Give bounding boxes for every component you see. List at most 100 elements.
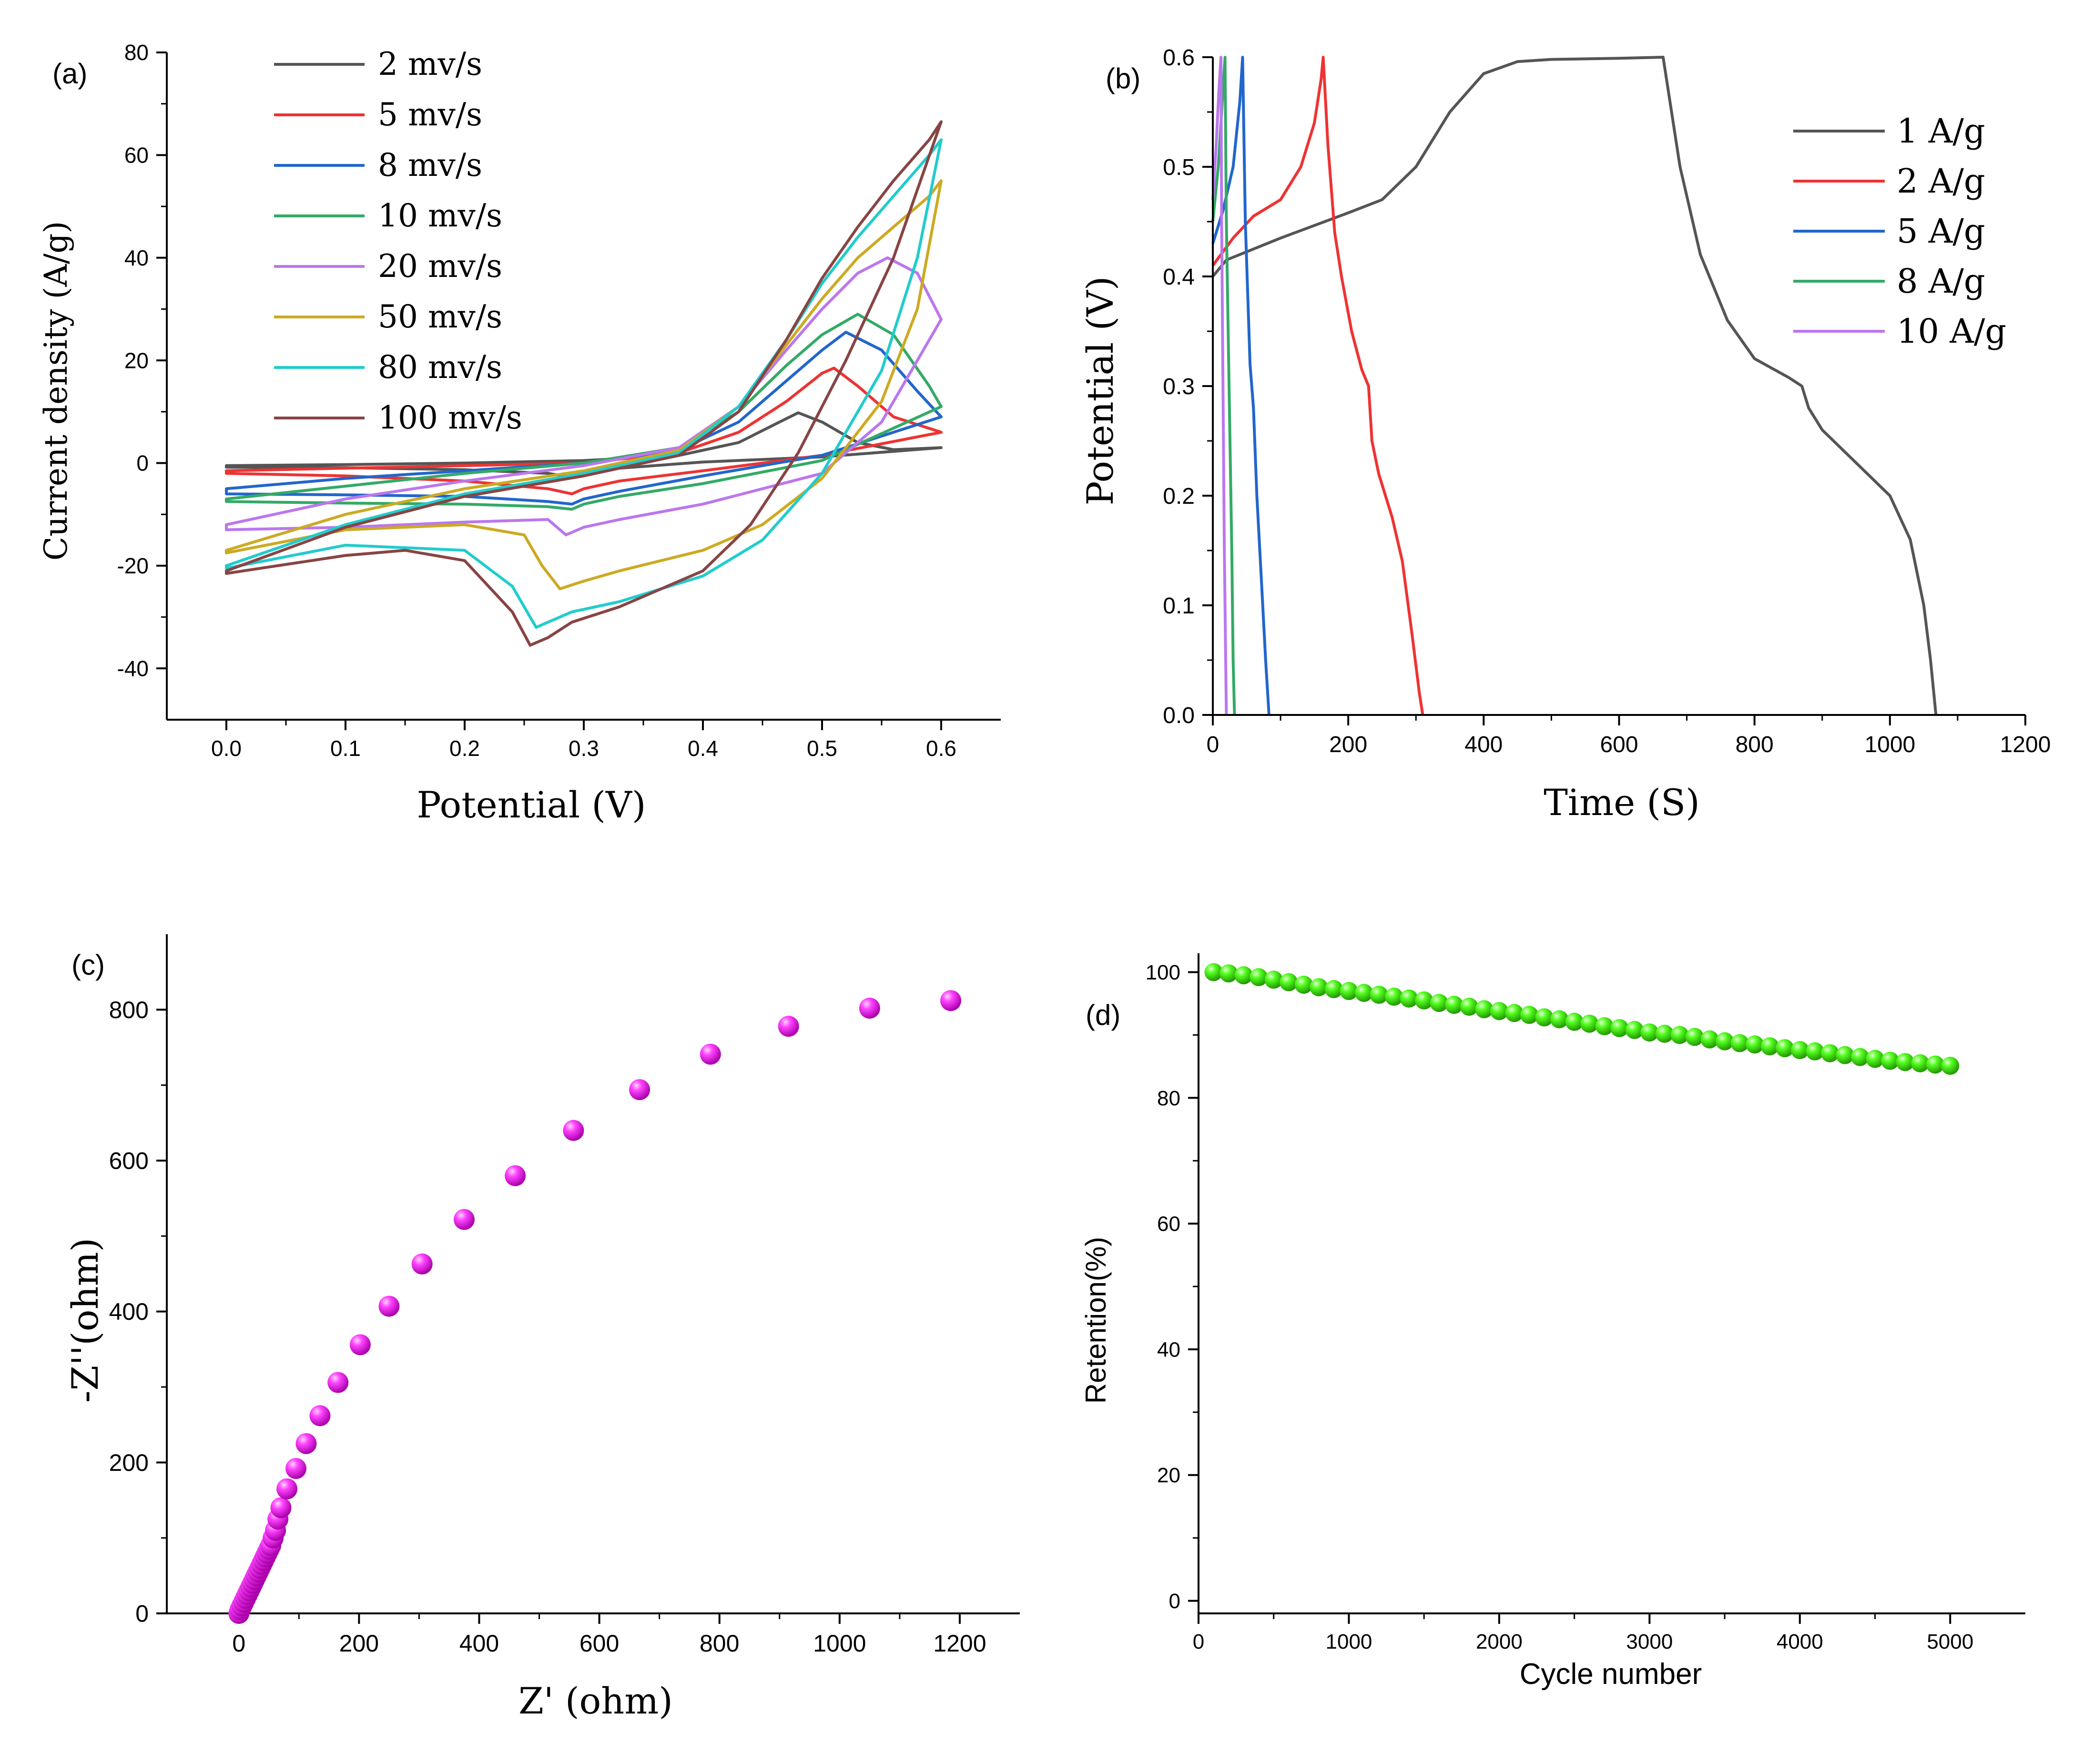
- panel-a-y-axis-label: Current density (A/g): [38, 221, 74, 561]
- x-tick-label: 200: [339, 1630, 379, 1657]
- nyquist-point: [629, 1079, 650, 1101]
- nyquist-point: [453, 1209, 475, 1230]
- retention-point: [1250, 968, 1268, 987]
- x-tick-label: 0: [1193, 1630, 1204, 1653]
- retention-point: [1941, 1057, 1960, 1075]
- panel-d-y-axis-label: Retention(%): [1080, 1237, 1112, 1404]
- nyquist-point: [295, 1433, 317, 1454]
- x-tick-label: 5000: [1927, 1630, 1973, 1653]
- retention-point: [1475, 1000, 1494, 1019]
- y-tick-label: 0.3: [1163, 374, 1195, 399]
- x-tick-label: 600: [579, 1630, 619, 1657]
- retention-point: [1565, 1012, 1584, 1031]
- panel-b-x-axis-label: Time (S): [1544, 781, 1700, 824]
- legend-entry: 10 mv/s: [378, 197, 502, 234]
- x-tick-label: 0.3: [569, 736, 599, 761]
- retention-point: [1851, 1048, 1869, 1066]
- retention-point: [1700, 1030, 1719, 1049]
- panel-c-nyquist-plot: (c) 0 200 400 600 800 1000 1200 0 200 400 600 800 Z…: [64, 934, 1020, 1722]
- retention-point: [1911, 1054, 1930, 1072]
- panel-a-legend: 2 mv/s 5 mv/s 8 mv/s 10 mv/s 20 mv/s 50 mv/s 8…: [274, 46, 522, 436]
- panel-c-label: (c): [71, 949, 105, 981]
- y-tick-label: 0: [136, 451, 149, 476]
- retention-point: [1655, 1024, 1674, 1043]
- x-tick-label: 0: [1207, 732, 1219, 757]
- x-tick-label: 0: [232, 1630, 245, 1657]
- y-tick-label: 200: [109, 1449, 149, 1476]
- y-tick-label: 0.2: [1163, 484, 1195, 509]
- nyquist-point: [411, 1253, 433, 1275]
- retention-point: [1310, 978, 1328, 997]
- y-tick-label: 0: [135, 1601, 149, 1627]
- nyquist-point: [327, 1372, 349, 1393]
- x-tick-label: 1000: [1864, 732, 1915, 757]
- y-tick-label: 0.0: [1163, 703, 1195, 728]
- legend-entry: 1 A/g: [1897, 112, 1985, 151]
- x-tick-label: 600: [1600, 732, 1638, 757]
- legend-entry: 5 A/g: [1897, 212, 1985, 251]
- retention-point: [1204, 963, 1223, 981]
- panel-b-axes: 0 200 400 600 800 1000 1200 0.0 0.1 0.2 0.3 0.4 0.5 0…: [1163, 45, 2051, 757]
- panel-a-axes: 0.0 0.1 0.2 0.3 0.4 0.5 0.6 -40 -20 0 20 40 60 80: [117, 40, 1001, 761]
- legend-entry: 50 mv/s: [378, 298, 502, 335]
- x-tick-label: 2000: [1476, 1630, 1523, 1653]
- retention-point: [1820, 1044, 1839, 1062]
- panel-b-series-group: [1211, 56, 1938, 715]
- x-tick-label: 800: [700, 1630, 739, 1657]
- nyquist-point: [700, 1043, 721, 1065]
- y-tick-label: 60: [1157, 1213, 1180, 1236]
- retention-point: [1355, 984, 1373, 1002]
- gcd-curve: [1211, 56, 1938, 715]
- legend-entry: 100 mv/s: [378, 399, 522, 436]
- nyquist-point: [285, 1458, 307, 1479]
- x-tick-label: 3000: [1626, 1630, 1673, 1653]
- retention-point: [1686, 1028, 1704, 1046]
- y-tick-label: 40: [1157, 1338, 1180, 1361]
- retention-point: [1881, 1051, 1900, 1070]
- legend-entry: 10 A/g: [1897, 312, 2006, 351]
- cv-curve: [225, 256, 943, 537]
- panel-d-axes: 0 1000 2000 3000 4000 5000 0 20 40 60 80 100: [1146, 953, 2025, 1653]
- y-tick-label: -20: [117, 553, 149, 578]
- retention-point: [1430, 994, 1448, 1012]
- legend-entry: 2 A/g: [1897, 162, 1985, 201]
- x-tick-label: 0.6: [926, 736, 956, 761]
- nyquist-point: [309, 1405, 331, 1427]
- nyquist-point: [859, 998, 880, 1019]
- panel-d-cycling-retention: (d) 0 1000 2000 3000 4000 5000 0 20 40 60 80 100 Cy…: [1080, 953, 2025, 1691]
- retention-point: [1625, 1020, 1644, 1039]
- nyquist-point: [349, 1334, 371, 1356]
- panel-a-cv-curves: (a) 0.0 0.1 0.2 0.3 0.4 0.5 0.6 -40 -20 0 20 40 60 80…: [38, 40, 1001, 826]
- legend-entry: 5 mv/s: [378, 96, 482, 133]
- cv-curve: [225, 179, 943, 591]
- nyquist-point: [378, 1295, 400, 1317]
- retention-point: [1535, 1008, 1554, 1027]
- retention-point: [1219, 964, 1238, 983]
- panel-a-x-axis-label: Potential (V): [417, 784, 646, 826]
- y-tick-label: 0.4: [1163, 265, 1195, 290]
- legend-entry: 8 mv/s: [378, 147, 482, 184]
- nyquist-point: [563, 1120, 584, 1141]
- y-tick-label: 80: [124, 40, 149, 65]
- retention-point: [1670, 1026, 1689, 1044]
- gcd-curve: [1211, 56, 1424, 715]
- retention-point: [1280, 973, 1298, 991]
- retention-point: [1520, 1006, 1538, 1024]
- retention-point: [1385, 988, 1403, 1006]
- cv-curve: [225, 120, 943, 647]
- panel-c-points-group: [228, 990, 962, 1624]
- legend-entry: 80 mv/s: [378, 349, 502, 386]
- panel-a-label: (a): [52, 58, 87, 90]
- x-tick-label: 4000: [1777, 1630, 1823, 1653]
- x-tick-label: 1200: [933, 1630, 986, 1657]
- y-tick-label: 60: [124, 143, 149, 167]
- retention-point: [1445, 996, 1463, 1014]
- retention-point: [1776, 1039, 1794, 1058]
- nyquist-point: [940, 990, 962, 1011]
- retention-point: [1264, 970, 1283, 989]
- retention-point: [1746, 1035, 1764, 1054]
- y-tick-label: 80: [1157, 1087, 1180, 1110]
- panel-b-label: (b): [1106, 62, 1140, 94]
- gcd-curve: [1211, 56, 1270, 715]
- y-tick-label: 0.6: [1163, 45, 1195, 71]
